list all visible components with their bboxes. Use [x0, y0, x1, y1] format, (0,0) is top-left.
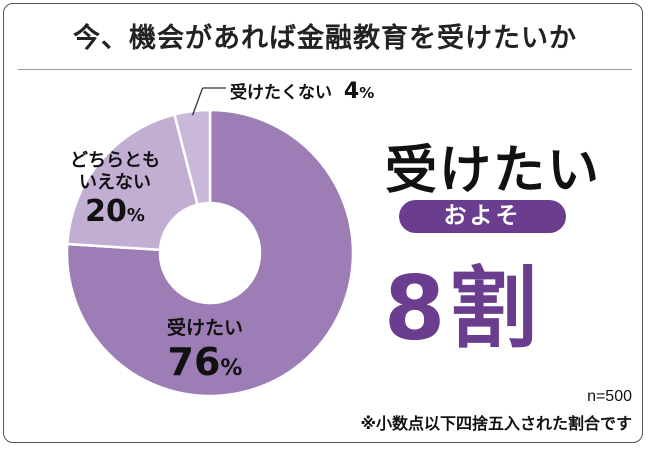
chart-frame [3, 3, 643, 443]
label-want: 受けたい 76% [160, 316, 250, 392]
label-not-want-name: 受けたくない [230, 83, 332, 103]
chart-title: 今、機会があれば金融教育を受けたいか [73, 23, 577, 54]
label-neither-value: 20 [85, 194, 127, 229]
rounding-note: ※小数点以下四捨五入された割合です [360, 414, 632, 433]
callout-pill: およそ [399, 200, 566, 233]
label-neither: どちらとも いえない 20% [60, 150, 170, 234]
label-not-want: 受けたくない 4% [230, 78, 374, 104]
label-neither-line2: いえない [79, 172, 151, 193]
slice-want [65, 108, 355, 398]
label-not-want-value: 4 [343, 79, 360, 104]
callout-phrase: 受けたい [385, 141, 602, 201]
label-want-pct: % [220, 356, 243, 381]
label-neither-pct: % [126, 205, 145, 226]
label-want-value: 76 [167, 340, 221, 384]
label-neither-line1: どちらとも [70, 150, 160, 171]
callout-value: 8割 [384, 257, 542, 360]
slice-not-want [172, 108, 212, 207]
leader-line [191, 87, 204, 116]
title-divider [18, 69, 632, 70]
slice-neither [65, 112, 200, 252]
label-want-name: 受けたい [166, 317, 243, 339]
label-not-want-pct: % [359, 84, 375, 102]
sample-size-note: n=500 [587, 388, 632, 405]
